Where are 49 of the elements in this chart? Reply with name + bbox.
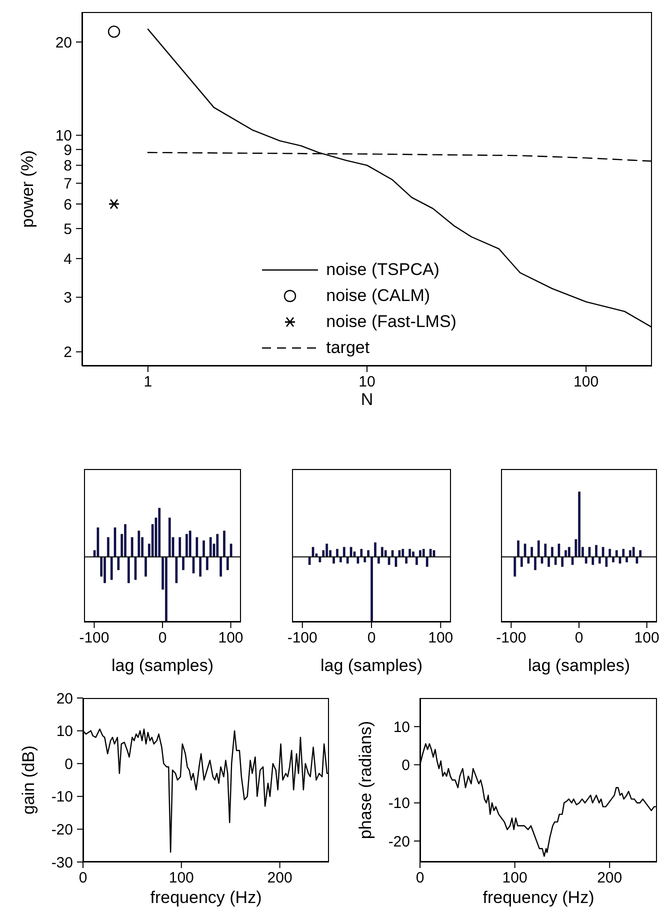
y-axis-title: gain (dB): [19, 746, 38, 814]
x-tick-label: 100: [574, 374, 599, 391]
x-tick-label: 100: [502, 870, 528, 887]
y-tick-label: 6: [64, 196, 72, 214]
y-tick-label: 0: [64, 756, 73, 773]
y-tick-label: 7: [64, 176, 72, 193]
x-axis-title: N: [360, 390, 374, 409]
x-tick-label: 100: [168, 870, 194, 887]
y-tick-label: 3: [64, 290, 72, 307]
x-tick-label: 0: [78, 870, 88, 887]
x-tick-label: 0: [367, 630, 376, 647]
y-axis-title: phase (radians): [356, 720, 376, 840]
y-tick-label: 20: [55, 34, 72, 52]
y-tick-label: 10: [393, 718, 410, 736]
x-tick-label: 100: [218, 630, 244, 647]
legend-label: target: [326, 338, 370, 358]
x-axis-title: lag (samples): [528, 656, 630, 675]
legend-label: noise (TSPCA): [326, 260, 440, 280]
y-tick-label: 4: [64, 250, 72, 268]
y-tick-label: 2: [64, 344, 72, 362]
x-tick-label: 100: [428, 630, 454, 647]
x-tick-label: 100: [634, 630, 660, 647]
y-tick-label: 0: [402, 757, 410, 774]
y-tick-label: -20: [388, 833, 410, 850]
x-tick-label: -100: [496, 630, 526, 647]
y-tick-label: -10: [388, 795, 410, 812]
x-tick-label: 200: [597, 870, 622, 887]
y-tick-label: -20: [51, 822, 73, 839]
x-tick-label: 10: [358, 374, 376, 391]
y-tick-label: 10: [56, 723, 73, 740]
x-axis-title: frequency (Hz): [482, 888, 594, 907]
x-tick-label: 0: [158, 630, 167, 647]
y-tick-label: 5: [64, 220, 72, 238]
x-tick-label: 0: [574, 630, 584, 647]
y-axis-title: power (%): [18, 150, 38, 228]
x-axis-title: lag (samples): [111, 656, 214, 675]
x-tick-label: 0: [416, 870, 424, 887]
x-tick-label: -100: [287, 630, 318, 647]
x-axis-title: frequency (Hz): [150, 888, 262, 907]
legend-label: noise (CALM): [326, 286, 430, 306]
x-tick-label: 1: [144, 374, 152, 391]
x-axis-title: lag (samples): [320, 656, 423, 675]
y-tick-label: -30: [51, 854, 73, 872]
x-tick-label: 200: [267, 870, 292, 887]
y-tick-label: 20: [56, 690, 73, 708]
legend-label: noise (Fast-LMS): [326, 312, 456, 332]
x-tick-label: -100: [79, 630, 110, 647]
y-tick-label: -10: [51, 788, 73, 806]
y-tick-label: 8: [64, 158, 72, 175]
